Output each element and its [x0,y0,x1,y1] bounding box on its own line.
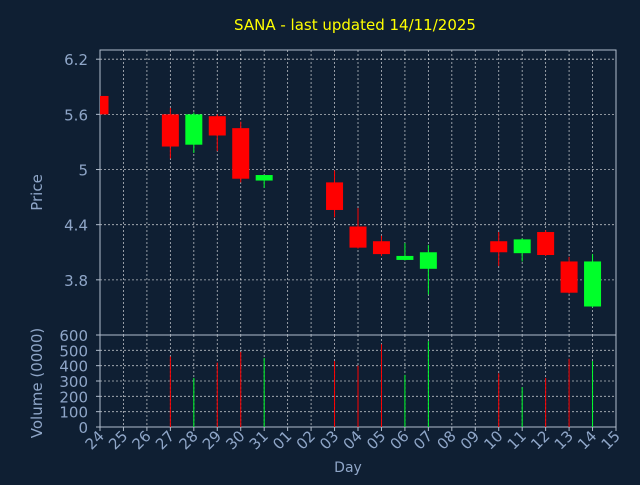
candle-body [185,114,203,145]
candle-body [419,252,437,269]
candles-group [100,95,602,308]
candle-body [349,226,367,248]
candle [255,175,273,188]
candle-body [490,241,508,253]
candle [232,121,250,183]
candle [326,170,344,218]
candle [584,254,602,308]
candle-body [372,241,390,255]
candle [208,114,226,152]
candle [513,238,531,262]
candle [100,95,109,115]
volume-tick-label: 100 [59,404,88,422]
volume-tick-label: 200 [59,388,88,406]
candle [372,235,390,256]
volume-tick-label: 400 [59,358,88,376]
candle-body [232,128,250,179]
candle-body [396,255,414,260]
candle [537,230,555,256]
price-tick-label: 5 [78,162,88,180]
candle-body [255,175,273,181]
x-axis-label: Day [334,460,362,476]
price-tick-label: 3.8 [64,272,88,290]
volume-tick-label: 600 [59,327,88,345]
candle [349,208,367,249]
price-tick-label: 5.6 [64,106,88,124]
volume-tick-label: 300 [59,373,88,391]
candle [560,256,578,294]
candle-body [584,261,602,307]
candle-body [100,95,109,115]
candle [396,243,414,261]
candle-body [513,239,531,254]
candle-body [560,261,578,293]
candle [185,112,203,153]
candle [161,107,179,159]
volume-tick-label: 500 [59,342,88,360]
candle-body [326,182,344,210]
price-tick-label: 4.4 [64,217,88,235]
candle-body [161,114,179,147]
candle [419,244,437,295]
price-axis-label: Price [28,174,46,211]
volume-axis-label: Volume (0000) [28,328,46,438]
x-axis: 2425262728293031010203040506070809101112… [82,427,624,453]
price-panel: 3.8 4.4 5 5.6 6.2 [64,49,617,336]
candle-body [537,232,555,256]
candle-body [208,116,226,136]
price-tick-label: 6.2 [64,51,88,69]
volume-tick-label: 0 [78,419,88,437]
chart-title: SANA - last updated 14/11/2025 [234,16,476,34]
candle [490,232,508,267]
